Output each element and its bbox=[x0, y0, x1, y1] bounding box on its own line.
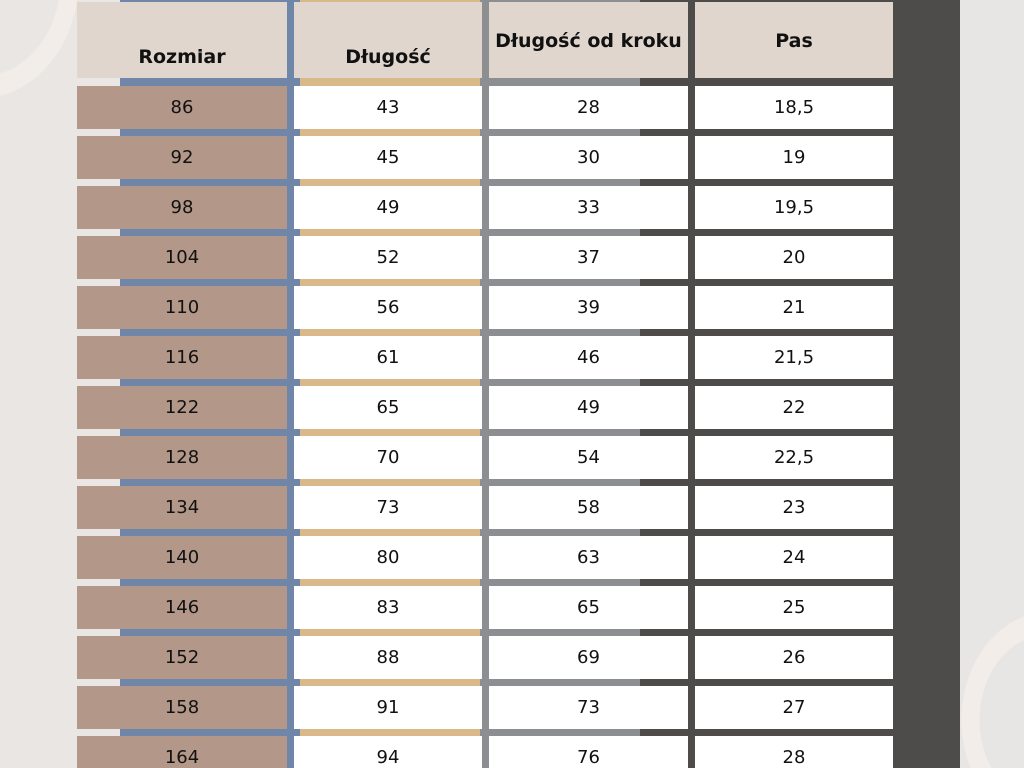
measurement-cell: 46 bbox=[489, 336, 688, 379]
measurement-cell: 19 bbox=[695, 136, 893, 179]
size-cell: 110 bbox=[77, 286, 287, 329]
measurement-cell: 73 bbox=[489, 686, 688, 729]
size-cell: 140 bbox=[77, 536, 287, 579]
measurement-cell: 49 bbox=[294, 186, 482, 229]
measurement-cell: 22,5 bbox=[695, 436, 893, 479]
measurement-cell: 69 bbox=[489, 636, 688, 679]
measurement-cell: 76 bbox=[489, 736, 688, 768]
measurement-cell: 30 bbox=[489, 136, 688, 179]
column-header: Długość od kroku bbox=[489, 2, 688, 78]
measurement-cell: 56 bbox=[294, 286, 482, 329]
measurement-cell: 91 bbox=[294, 686, 482, 729]
measurement-cell: 80 bbox=[294, 536, 482, 579]
measurement-cell: 27 bbox=[695, 686, 893, 729]
decorative-swirl bbox=[960, 610, 1024, 768]
measurement-cell: 28 bbox=[695, 736, 893, 768]
measurement-cell: 20 bbox=[695, 236, 893, 279]
size-cell: 164 bbox=[77, 736, 287, 768]
size-cell: 122 bbox=[77, 386, 287, 429]
measurement-cell: 63 bbox=[489, 536, 688, 579]
measurement-cell: 65 bbox=[489, 586, 688, 629]
size-cell: 158 bbox=[77, 686, 287, 729]
measurement-cell: 37 bbox=[489, 236, 688, 279]
size-cell: 104 bbox=[77, 236, 287, 279]
measurement-cell: 43 bbox=[294, 86, 482, 129]
measurement-cell: 45 bbox=[294, 136, 482, 179]
measurement-cell: 39 bbox=[489, 286, 688, 329]
size-cell: 152 bbox=[77, 636, 287, 679]
measurement-cell: 21,5 bbox=[695, 336, 893, 379]
measurement-cell: 19,5 bbox=[695, 186, 893, 229]
size-cell: 98 bbox=[77, 186, 287, 229]
measurement-cell: 33 bbox=[489, 186, 688, 229]
size-cell: 146 bbox=[77, 586, 287, 629]
size-cell: 116 bbox=[77, 336, 287, 379]
measurement-cell: 26 bbox=[695, 636, 893, 679]
measurement-cell: 94 bbox=[294, 736, 482, 768]
measurement-cell: 65 bbox=[294, 386, 482, 429]
column-header: Rozmiar bbox=[77, 2, 287, 78]
size-cell: 86 bbox=[77, 86, 287, 129]
measurement-cell: 18,5 bbox=[695, 86, 893, 129]
column-header: Pas bbox=[695, 2, 893, 78]
measurement-cell: 54 bbox=[489, 436, 688, 479]
measurement-cell: 23 bbox=[695, 486, 893, 529]
column-header: Długość bbox=[294, 2, 482, 78]
measurement-cell: 21 bbox=[695, 286, 893, 329]
measurement-cell: 52 bbox=[294, 236, 482, 279]
measurement-cell: 25 bbox=[695, 586, 893, 629]
measurement-cell: 58 bbox=[489, 486, 688, 529]
measurement-cell: 28 bbox=[489, 86, 688, 129]
size-cell: 134 bbox=[77, 486, 287, 529]
measurement-cell: 70 bbox=[294, 436, 482, 479]
size-cell: 92 bbox=[77, 136, 287, 179]
measurement-cell: 73 bbox=[294, 486, 482, 529]
measurement-cell: 24 bbox=[695, 536, 893, 579]
measurement-cell: 49 bbox=[489, 386, 688, 429]
decorative-swirl bbox=[0, 0, 80, 110]
measurement-cell: 61 bbox=[294, 336, 482, 379]
size-cell: 128 bbox=[77, 436, 287, 479]
measurement-cell: 22 bbox=[695, 386, 893, 429]
measurement-cell: 83 bbox=[294, 586, 482, 629]
measurement-cell: 88 bbox=[294, 636, 482, 679]
